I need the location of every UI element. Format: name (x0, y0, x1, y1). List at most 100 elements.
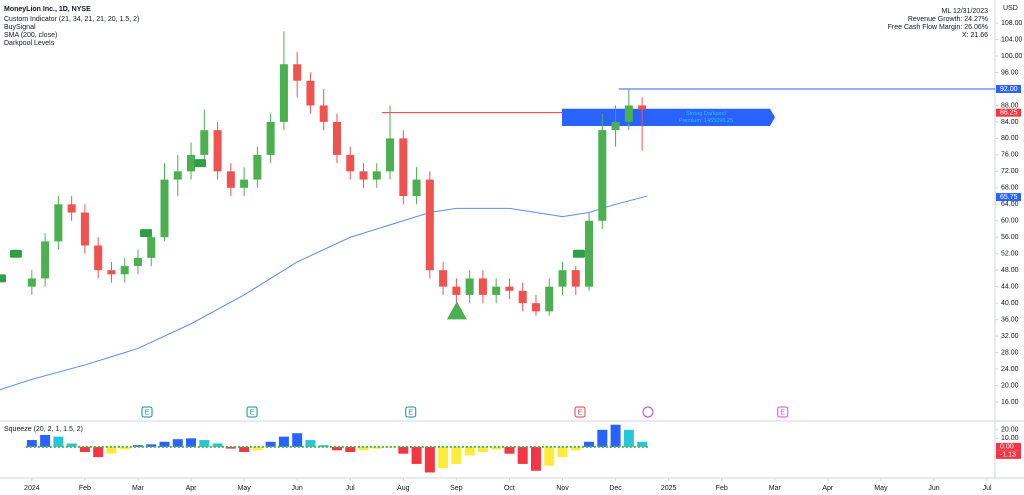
candle-body (624, 105, 633, 122)
squeeze-bar (79, 446, 90, 452)
squeeze-bar (371, 446, 382, 449)
candle-body (226, 171, 235, 188)
info-line: Revenue Growth: 24.27% (908, 16, 988, 23)
earnings-marker (141, 406, 153, 418)
squeeze-bar (331, 446, 342, 451)
candle-body (253, 154, 262, 180)
candle-body (147, 237, 156, 258)
candle (107, 261, 116, 283)
price-label: 0.00 (1000, 444, 1014, 451)
x-tick-label: Apr (822, 485, 834, 492)
candle-body (173, 171, 182, 180)
candle-body (558, 270, 567, 287)
squeeze-bar (212, 443, 223, 447)
earnings-marker (574, 406, 586, 418)
y-tick-label: 16.00 (1001, 399, 1019, 406)
candle-body (266, 121, 275, 155)
candle (332, 113, 341, 164)
candle-body (465, 278, 474, 295)
squeeze-bar (172, 439, 183, 447)
squeeze-bar (252, 446, 263, 451)
x-tick-label: Feb (716, 485, 728, 492)
candle-body (332, 121, 341, 155)
y-tick-label: 108.00 (1001, 20, 1023, 27)
currency: USD (1003, 5, 1018, 12)
candle-body (439, 270, 448, 287)
squeeze-bar (544, 446, 555, 466)
squeeze-bar (504, 446, 515, 454)
candle-body (505, 286, 514, 291)
candle-body (372, 171, 381, 180)
y-tick-label: 96.00 (1001, 69, 1019, 76)
earnings-label: E (578, 409, 583, 416)
squeeze-bar (146, 444, 157, 447)
squeeze-bar (623, 429, 634, 447)
candle-body (478, 278, 487, 295)
candle-body (386, 138, 395, 172)
y-tick-label: 104.00 (1001, 36, 1023, 43)
x-tick-label: Dec (609, 485, 622, 492)
squeeze-bar (411, 446, 422, 464)
y-tick-label: 44.00 (1001, 284, 1019, 291)
candle-body (399, 138, 408, 197)
y-tick-label: 20.00 (1001, 382, 1019, 389)
candle-body (598, 130, 607, 221)
candle (67, 196, 76, 221)
indicator-label: SMA (200, close) (4, 32, 57, 39)
y-tick-label: 80.00 (1001, 135, 1019, 142)
squeeze-bar (358, 446, 369, 451)
buy-signal (572, 249, 585, 258)
y-tick-label: 56.00 (1001, 234, 1019, 241)
x-tick-label: Aug (397, 485, 410, 492)
squeeze-bar (159, 441, 170, 447)
candle (571, 266, 580, 295)
candle-body (585, 220, 594, 287)
squeeze-bar (491, 446, 502, 450)
x-tick-label: Jul (346, 485, 355, 492)
y-tick-label: 60.00 (1001, 218, 1019, 225)
darkpool-text: Premium: 1455096.25 (679, 118, 733, 124)
darkpool-box (561, 108, 775, 127)
candle-body (531, 303, 540, 312)
candle-body (518, 290, 527, 304)
indicator-label: Custom Indicator (21, 34, 21, 21, 20, 1.… (4, 16, 139, 23)
y-tick-label: 32.00 (1001, 333, 1019, 340)
squeeze-bar (265, 441, 276, 447)
candle-body (187, 154, 196, 172)
price-label-box (996, 108, 1021, 117)
x-tick-label: Mar (769, 485, 782, 492)
candle (624, 88, 633, 131)
candle (240, 167, 249, 197)
squeeze-bar (93, 446, 104, 458)
squeeze-bar (424, 446, 435, 473)
candle-body (200, 130, 209, 155)
candle-body (279, 64, 288, 122)
squeeze-bar (53, 436, 64, 447)
candle (266, 113, 275, 164)
darkpool-text: Strong Darkpool (686, 111, 726, 117)
candle (545, 278, 554, 316)
squeeze-bar (451, 446, 462, 464)
y-tick-label: 88.00 (1001, 102, 1019, 109)
squeeze-bar (637, 441, 648, 447)
candle (200, 109, 209, 164)
earnings-label: E (780, 409, 785, 416)
x-tick-label: Sep (450, 485, 463, 492)
candle (187, 142, 196, 180)
squeeze-bar (438, 446, 449, 469)
y-tick-label: 64.00 (1001, 201, 1019, 208)
candle (346, 146, 355, 180)
candle (372, 163, 381, 188)
squeeze-bar (464, 446, 475, 456)
candle-body (492, 286, 501, 295)
buy-signal (194, 159, 207, 168)
candle (253, 146, 262, 188)
x-tick-label: Nov (556, 485, 569, 492)
x-tick-label: Jul (983, 485, 992, 492)
squeeze-bar (305, 440, 316, 447)
x-tick-label: May (237, 485, 251, 492)
buy-triangle (446, 301, 467, 320)
candle-body (346, 154, 355, 172)
squeeze-bar (278, 436, 289, 447)
x-tick-label: May (874, 485, 888, 492)
